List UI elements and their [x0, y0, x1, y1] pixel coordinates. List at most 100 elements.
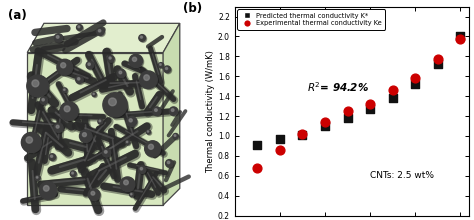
Legend: Predicted thermal conductivity K*, Experimental thermal conductivity Ke: Predicted thermal conductivity K*, Exper… [237, 9, 385, 30]
Circle shape [127, 141, 131, 146]
Circle shape [104, 150, 107, 153]
Circle shape [49, 154, 55, 160]
Point [254, 143, 261, 147]
Circle shape [165, 67, 172, 74]
Circle shape [44, 185, 49, 191]
Circle shape [35, 176, 40, 180]
Circle shape [70, 171, 76, 177]
Circle shape [144, 75, 149, 80]
Circle shape [88, 63, 91, 65]
Circle shape [80, 130, 92, 143]
Circle shape [58, 60, 74, 76]
Circle shape [93, 93, 94, 95]
Circle shape [128, 117, 138, 128]
Circle shape [78, 26, 80, 28]
Circle shape [98, 119, 103, 124]
Circle shape [40, 183, 58, 200]
Circle shape [104, 94, 128, 118]
Circle shape [21, 132, 41, 152]
Circle shape [140, 167, 143, 170]
Circle shape [139, 35, 146, 41]
Circle shape [99, 120, 104, 125]
Circle shape [57, 59, 73, 75]
Circle shape [56, 36, 59, 38]
Circle shape [81, 131, 93, 143]
Circle shape [109, 57, 111, 59]
Circle shape [117, 69, 126, 78]
Polygon shape [27, 53, 163, 205]
Point [276, 148, 283, 152]
Circle shape [36, 177, 38, 178]
Y-axis label: Thermal conductivity (W/mK): Thermal conductivity (W/mK) [206, 50, 215, 172]
Circle shape [131, 194, 132, 195]
Circle shape [41, 98, 49, 105]
Circle shape [160, 64, 161, 65]
Circle shape [103, 93, 127, 117]
Circle shape [174, 135, 176, 136]
Circle shape [92, 92, 96, 96]
Circle shape [108, 55, 114, 62]
Circle shape [72, 172, 73, 174]
Circle shape [98, 29, 105, 37]
Circle shape [82, 133, 86, 137]
Polygon shape [163, 23, 180, 205]
Circle shape [131, 194, 135, 198]
Circle shape [55, 124, 64, 134]
Circle shape [140, 36, 146, 42]
Point [411, 77, 419, 80]
Circle shape [145, 141, 161, 157]
Circle shape [127, 141, 128, 143]
Circle shape [160, 64, 164, 69]
Circle shape [55, 34, 63, 42]
Point [434, 62, 441, 66]
Circle shape [71, 172, 77, 178]
Polygon shape [27, 23, 180, 53]
Circle shape [103, 150, 112, 158]
Circle shape [170, 108, 179, 116]
Circle shape [164, 66, 171, 73]
Circle shape [146, 130, 151, 134]
Circle shape [50, 155, 57, 161]
Circle shape [51, 155, 53, 157]
Circle shape [146, 142, 162, 158]
Circle shape [77, 77, 84, 84]
Point [456, 35, 464, 38]
Circle shape [97, 28, 104, 35]
Circle shape [173, 134, 178, 139]
Circle shape [129, 119, 132, 122]
Point [254, 166, 261, 170]
Point [366, 102, 374, 106]
Circle shape [61, 63, 66, 68]
Circle shape [78, 26, 83, 31]
Circle shape [89, 190, 101, 202]
Circle shape [124, 180, 128, 185]
Circle shape [118, 70, 127, 79]
Circle shape [132, 57, 137, 61]
Circle shape [140, 71, 157, 88]
Circle shape [127, 117, 137, 126]
Circle shape [88, 189, 100, 201]
Point [276, 137, 283, 141]
Circle shape [165, 67, 168, 70]
Point [411, 82, 419, 86]
Circle shape [154, 108, 162, 116]
Circle shape [39, 182, 57, 199]
Circle shape [55, 35, 64, 43]
Circle shape [167, 161, 170, 164]
Point [434, 58, 441, 61]
Circle shape [141, 72, 158, 90]
Circle shape [147, 131, 152, 135]
Circle shape [119, 71, 122, 74]
Point [321, 124, 329, 128]
Circle shape [129, 54, 143, 68]
Circle shape [158, 63, 164, 68]
Circle shape [36, 176, 41, 181]
Circle shape [61, 103, 79, 121]
Circle shape [174, 134, 179, 140]
Circle shape [130, 55, 144, 69]
Circle shape [63, 88, 67, 92]
Circle shape [129, 193, 134, 197]
Circle shape [60, 102, 78, 120]
Circle shape [102, 149, 111, 157]
Point [456, 38, 464, 41]
